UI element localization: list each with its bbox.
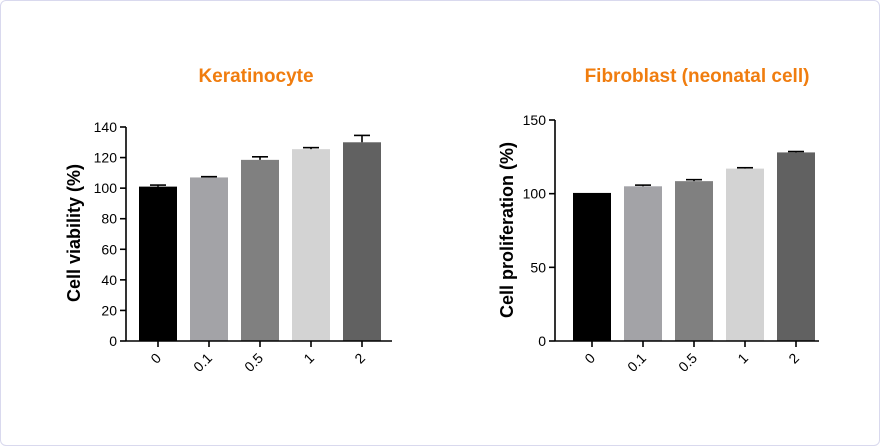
y-tick-label: 120 [94,150,118,166]
bar-1 [292,149,330,341]
bar-0 [139,186,177,341]
bar-1 [726,168,764,341]
y-tick-label: 50 [530,259,546,275]
chart-fibroblast: Fibroblast (neonatal cell) Cell prolifer… [497,66,819,375]
x-tick-label: 0 [581,350,598,367]
x-tick-label: 0.5 [675,350,700,375]
chart-plot-area: 0 50 100 150 0 0.1 0.5 1 2 [523,112,819,375]
bar-0-5 [675,181,713,341]
x-tick-label: 0.1 [190,350,215,375]
x-tick-label: 1 [300,350,317,367]
x-tick-label: 0.5 [241,350,266,375]
y-tick-label: 60 [101,241,117,257]
x-tick-label: 0 [147,350,164,367]
bar-0-1 [624,186,662,341]
y-tick-label: 0 [538,333,546,349]
x-tick-label: 1 [734,350,751,367]
x-tick-label: 0.1 [624,350,649,375]
chart-title: Fibroblast (neonatal cell) [585,66,810,87]
y-axis-label: Cell viability (%) [64,164,84,302]
y-axis-label: Cell proliferation (%) [497,142,517,318]
bar-2 [777,152,815,341]
bar-2 [343,142,381,341]
y-tick-label: 100 [523,186,547,202]
y-tick-label: 40 [101,272,117,288]
y-tick-label: 140 [94,119,118,135]
y-tick-label: 0 [109,333,117,349]
y-tick-label: 20 [101,302,117,318]
y-tick-label: 150 [523,112,547,128]
y-tick-label: 100 [94,180,118,196]
x-tick-label: 2 [785,350,802,367]
chart-plot-area: 0 20 40 60 80 100 120 140 0 0.1 0.5 1 2 [94,119,392,375]
chart-keratinocyte: Keratinocyte Cell viability (%) 02040608… [64,66,392,375]
y-tick-label: 80 [101,211,117,227]
bar-0-1 [190,177,228,341]
bar-0-5 [241,159,279,341]
x-tick-label: 2 [351,350,368,367]
chart-title: Keratinocyte [198,66,313,87]
bar-0 [573,192,611,341]
